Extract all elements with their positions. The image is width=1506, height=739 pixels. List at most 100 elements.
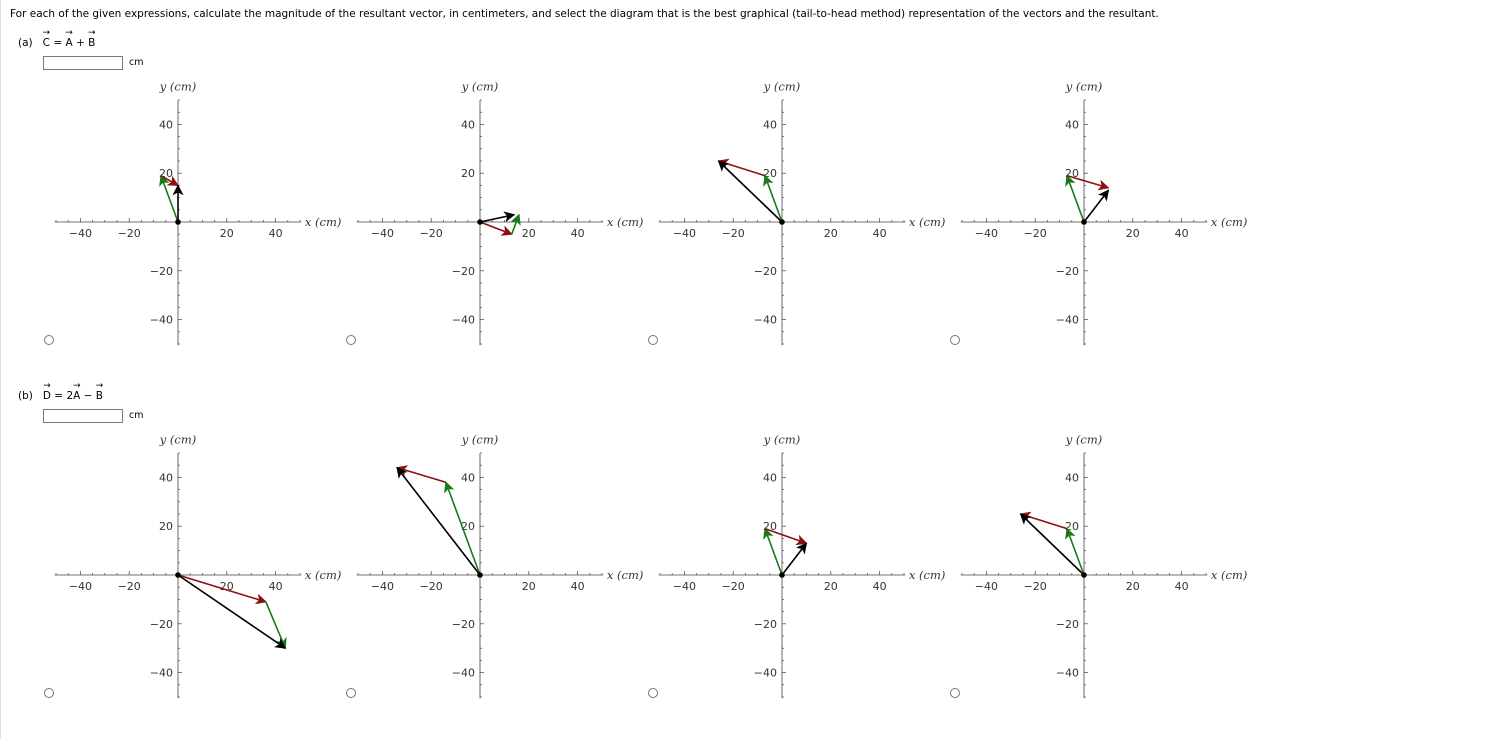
resultant-vector [177,574,287,649]
unit-label-b: cm [129,410,144,421]
green-vector [1065,527,1085,576]
red-vector [479,221,513,236]
y-tick-label: −20 [754,618,777,631]
x-tick-label: 40 [571,227,585,240]
y-axis-label: y (cm) [763,79,800,93]
y-tick-label: 40 [159,471,173,484]
answer-input-b[interactable] [43,409,123,423]
option-a-3-radio[interactable] [648,335,658,345]
vector-diagram-b-2: −40 −20 20 40 40 20 −20 −40 x (cm) y (cm) [356,432,643,699]
y-axis-label: y (cm) [1065,79,1102,93]
x-tick-label: 20 [522,580,536,593]
origin-dot [175,572,181,578]
x-tick-label: 40 [1175,227,1189,240]
option-b-4-radio[interactable] [950,688,960,698]
x-tick-label: 40 [1175,580,1189,593]
y-tick-label: 40 [461,118,475,131]
y-tick-label: 20 [461,520,475,533]
x-tick-label: 40 [269,580,283,593]
y-tick-label: 40 [763,118,777,131]
x-tick-label: −40 [371,227,394,240]
x-tick-label: −40 [69,227,92,240]
y-tick-label: −40 [754,667,777,680]
red-vector [1066,174,1110,191]
y-tick-label: 20 [159,520,173,533]
green-vector [444,481,481,576]
green-vector [510,213,521,235]
x-tick-label: 20 [824,227,838,240]
y-axis-label: y (cm) [763,432,800,446]
x-tick-label: −20 [1024,580,1047,593]
option-a-4-radio[interactable] [950,335,960,345]
x-tick-label: −40 [69,580,92,593]
x-tick-label: 20 [220,580,234,593]
x-axis-label: x (cm) [909,568,945,582]
red-vector [764,527,808,546]
green-vector [763,174,783,223]
y-tick-label: −20 [150,265,173,278]
y-tick-label: −40 [1056,314,1079,327]
part-a-label: (a) C = A + B [18,37,95,49]
y-tick-label: −20 [150,618,173,631]
x-tick-label: 20 [1126,227,1140,240]
option-a-1-radio[interactable] [44,335,54,345]
x-tick-label: −40 [673,227,696,240]
x-tick-label: −20 [1024,227,1047,240]
y-axis-label: y (cm) [159,432,196,446]
part-b-label: (b) D = 2A − B [18,390,103,402]
y-tick-label: −40 [150,314,173,327]
instruction-text: For each of the given expressions, calcu… [10,8,1159,20]
red-vector [177,574,267,605]
x-tick-label: 20 [522,227,536,240]
y-tick-label: −40 [452,667,475,680]
green-vector [1065,174,1085,223]
x-tick-label: −40 [371,580,394,593]
resultant-vector [1083,189,1110,223]
y-tick-label: −40 [452,314,475,327]
resultant-vector [479,211,516,223]
x-tick-label: 20 [220,227,234,240]
x-axis-label: x (cm) [607,568,643,582]
vector-diagram-a-2: −40 −20 20 40 40 20 −20 −40 x (cm) y (cm) [356,79,643,346]
y-tick-label: 40 [763,471,777,484]
vector-diagram-b-1: −40 −20 20 40 40 20 −20 −40 x (cm) y (cm) [54,432,341,699]
x-tick-label: 40 [269,227,283,240]
option-b-3-radio[interactable] [648,688,658,698]
x-tick-label: 20 [824,580,838,593]
option-b-1-radio[interactable] [44,688,54,698]
x-tick-label: −40 [975,227,998,240]
y-tick-label: −20 [1056,618,1079,631]
x-axis-label: x (cm) [1211,568,1247,582]
resultant-vector [1019,513,1085,576]
y-tick-label: −20 [452,618,475,631]
option-a-2-radio[interactable] [346,335,356,345]
x-axis-label: x (cm) [305,215,341,229]
y-tick-label: −40 [150,667,173,680]
y-tick-label: 40 [1065,118,1079,131]
y-tick-label: 40 [461,471,475,484]
x-tick-label: 20 [1126,580,1140,593]
x-tick-label: −20 [118,227,141,240]
x-tick-label: −20 [722,227,745,240]
y-tick-label: −20 [452,265,475,278]
option-b-2-radio[interactable] [346,688,356,698]
origin-dot [477,219,483,225]
unit-label-a: cm [129,57,144,68]
green-vector [763,527,783,576]
x-tick-label: −40 [975,580,998,593]
x-tick-label: −20 [420,227,443,240]
y-tick-label: −40 [1056,667,1079,680]
y-tick-label: −20 [1056,265,1079,278]
origin-dot [779,219,785,225]
resultant-vector [717,160,783,223]
x-tick-label: 40 [873,227,887,240]
y-tick-label: −20 [754,265,777,278]
green-vector [159,174,179,223]
answer-input-a[interactable] [43,56,123,70]
page-left-border [0,0,1,739]
origin-dot [779,572,785,578]
y-axis-label: y (cm) [1065,432,1102,446]
